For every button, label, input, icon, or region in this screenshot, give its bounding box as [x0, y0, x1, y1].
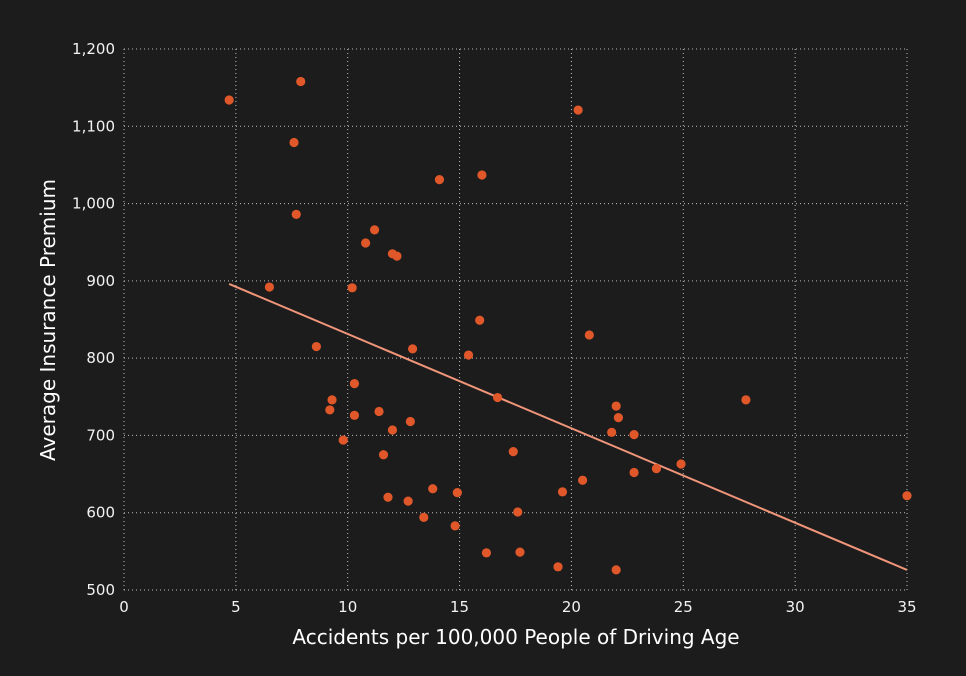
x-tick-label: 0	[119, 598, 129, 616]
data-point	[475, 315, 485, 325]
trendline-layer	[228, 283, 908, 571]
tick-labels: 0 5 10 15 20 25 30 35 500 600 700 800 900 1,000 1,100 1…	[72, 40, 917, 616]
data-point	[629, 467, 639, 478]
data-point	[578, 475, 588, 485]
y-tick-label: 1,200	[72, 40, 115, 58]
data-point	[515, 547, 525, 557]
y-tick-label: 700	[86, 426, 115, 444]
data-point	[607, 427, 617, 437]
data-point	[369, 225, 380, 235]
y-tick-label: 1,100	[72, 117, 115, 135]
x-tick-label: 35	[897, 598, 916, 616]
x-tick-label: 30	[786, 598, 805, 616]
data-point	[450, 521, 460, 531]
data-point	[741, 395, 751, 405]
data-point	[452, 488, 462, 498]
data-point	[557, 487, 568, 497]
x-tick-label: 25	[674, 598, 693, 616]
data-point	[463, 350, 474, 360]
data-point	[387, 425, 398, 435]
x-tick-label: 10	[338, 598, 357, 616]
data-point	[902, 491, 912, 501]
data-point	[428, 484, 438, 494]
y-axis-title: Average Insurance Premium	[36, 179, 60, 461]
data-point	[629, 430, 639, 440]
trendline	[228, 283, 908, 571]
data-point	[338, 435, 348, 445]
y-tick-label: 1,000	[72, 195, 115, 213]
data-point	[325, 405, 335, 415]
data-point	[361, 238, 371, 248]
data-point	[513, 507, 523, 517]
data-point	[311, 341, 321, 352]
data-point	[296, 76, 306, 87]
data-point	[378, 450, 389, 460]
data-point	[291, 209, 301, 219]
y-tick-label: 500	[86, 581, 115, 599]
y-tick-label: 900	[86, 272, 115, 290]
grid-lines	[123, 48, 908, 591]
data-point	[611, 401, 621, 411]
data-point	[327, 395, 337, 405]
y-tick-label: 800	[86, 349, 115, 367]
data-point	[611, 565, 621, 575]
data-point	[419, 512, 429, 522]
data-point	[651, 464, 662, 474]
data-point	[553, 562, 563, 572]
data-points	[224, 76, 912, 575]
x-tick-label: 20	[562, 598, 581, 616]
data-point	[573, 105, 583, 115]
y-tick-label: 600	[86, 504, 115, 522]
data-point	[349, 410, 360, 420]
data-point	[584, 330, 594, 340]
data-point	[434, 175, 445, 185]
x-axis-title: Accidents per 100,000 People of Driving …	[292, 625, 739, 649]
data-point	[374, 406, 384, 417]
data-point	[676, 459, 686, 469]
data-point	[264, 282, 275, 292]
data-point	[349, 379, 360, 389]
data-point	[392, 251, 402, 261]
data-point	[403, 496, 413, 506]
data-point	[613, 413, 624, 423]
data-point	[493, 392, 503, 403]
data-point	[289, 137, 299, 148]
data-point	[405, 416, 415, 427]
data-point	[347, 283, 357, 293]
data-point	[383, 492, 393, 502]
data-point	[407, 344, 418, 354]
x-tick-label: 15	[450, 598, 469, 616]
x-tick-label: 5	[231, 598, 241, 616]
data-point	[224, 95, 234, 105]
data-point	[477, 170, 487, 180]
data-point	[508, 447, 518, 457]
data-point	[481, 548, 492, 558]
